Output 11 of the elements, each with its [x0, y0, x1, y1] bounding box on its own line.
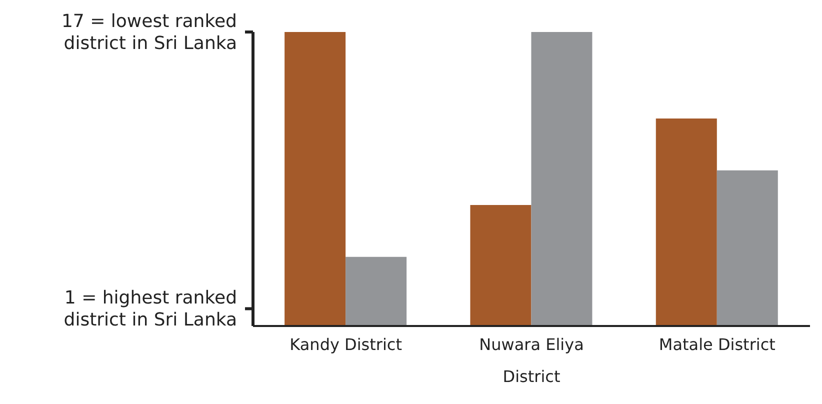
bar: [656, 118, 717, 326]
y-tick-label: 1 = highest ranked district in Sri Lanka: [64, 288, 237, 331]
x-tick-label: Kandy District: [290, 335, 402, 354]
bar: [531, 32, 592, 326]
x-tick-label: Matale District: [658, 335, 776, 354]
bar: [716, 170, 778, 326]
bar: [284, 32, 346, 326]
bar: [346, 256, 407, 326]
y-tick-label: 17 = lowest ranked district in Sri Lanka: [61, 11, 237, 54]
bar: [470, 204, 532, 326]
x-tick-label: Nuwara Eliya District: [479, 335, 584, 386]
